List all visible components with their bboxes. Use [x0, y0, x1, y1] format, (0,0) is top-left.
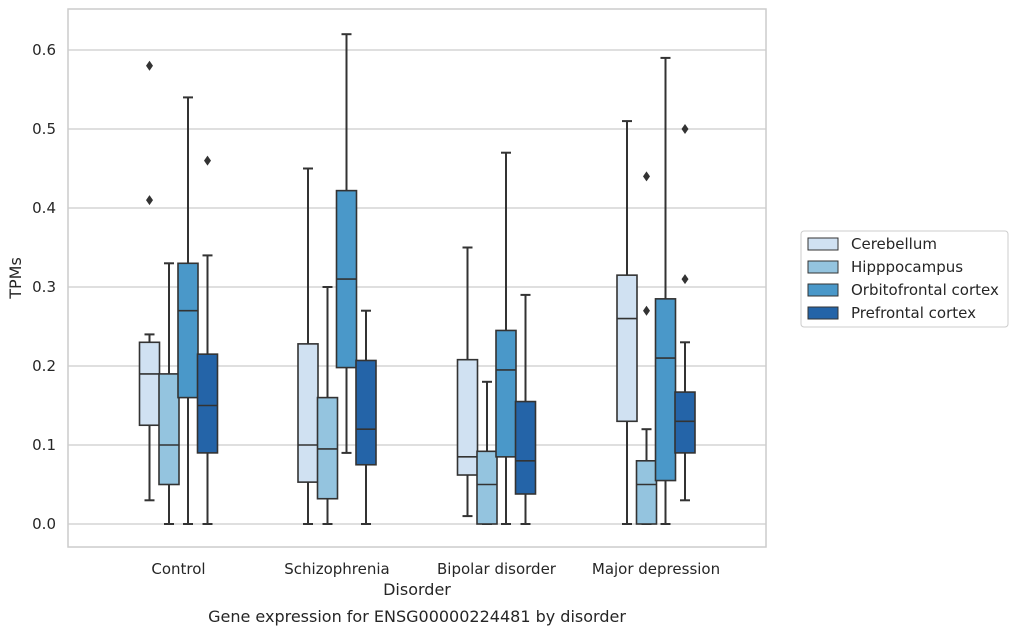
legend-label: Prefrontal cortex: [851, 304, 976, 322]
x-tick-label: Schizophrenia: [284, 560, 389, 578]
box-body: [355, 359, 377, 466]
outlier-point: [681, 124, 689, 134]
box-1-1: [316, 286, 339, 525]
legend-item: Hipppocampus: [807, 258, 963, 276]
y-tick-labels: 0.0 0.1 0.2 0.3 0.4 0.5 0.6: [32, 41, 56, 533]
box-body: [456, 358, 479, 476]
x-tick-label: Bipolar disorder: [437, 560, 557, 578]
outlier-point: [681, 274, 689, 285]
box-body: [674, 391, 696, 454]
box-3-2: [514, 293, 537, 525]
outlier-point: [146, 195, 153, 206]
box-body: [635, 459, 658, 525]
box-2-3: [654, 56, 677, 525]
x-axis-label: Disorder: [383, 580, 451, 599]
y-tick-label: 0.4: [32, 199, 56, 217]
y-axis-label: TPMs: [6, 257, 25, 300]
box-body: [654, 298, 677, 482]
box-3-0: [196, 155, 219, 525]
box-body: [616, 274, 638, 423]
box-body: [514, 400, 537, 495]
legend-label: Cerebellum: [851, 235, 937, 253]
legend-item: Cerebellum: [807, 235, 937, 253]
y-tick-label: 0.0: [32, 515, 56, 533]
box-body: [177, 262, 199, 399]
legend: Cerebellum Hipppocampus Orbitofrontal cort…: [800, 230, 1009, 328]
box-1-3: [635, 171, 658, 525]
box-0-0: [138, 60, 161, 502]
legend-swatch: [807, 260, 839, 274]
plot-frame: [67, 8, 767, 548]
box-2-0: [177, 96, 199, 525]
y-tick-label: 0.5: [32, 120, 56, 138]
box-2-1: [335, 33, 358, 454]
legend-swatch: [807, 283, 839, 297]
x-tick-label: Major depression: [592, 560, 720, 578]
box-3-3: [674, 124, 696, 502]
box-0-1: [297, 167, 319, 525]
y-tick-label: 0.1: [32, 436, 56, 454]
box-body: [476, 450, 498, 525]
box-0-3: [616, 120, 638, 525]
box-1-2: [476, 380, 498, 525]
box-2-2: [495, 151, 517, 525]
boxes: [138, 33, 696, 525]
box-body: [138, 341, 161, 427]
outlier-point: [643, 171, 650, 182]
y-tick-label: 0.2: [32, 357, 56, 375]
outlier-point: [204, 155, 211, 166]
legend-item: Orbitofrontal cortex: [807, 281, 999, 299]
box-body: [196, 353, 219, 454]
legend-label: Hipppocampus: [851, 258, 963, 276]
legend-swatch: [807, 306, 839, 320]
legend-swatch: [807, 237, 839, 251]
box-1-0: [158, 262, 180, 525]
box-0-2: [456, 246, 479, 518]
chart-caption: Gene expression for ENSG00000224481 by d…: [208, 607, 626, 626]
x-tick-label: Control: [151, 560, 205, 578]
legend-item: Prefrontal cortex: [807, 304, 976, 322]
y-tick-label: 0.6: [32, 41, 56, 59]
outlier-point: [643, 305, 650, 316]
x-tick-labels: Control Schizophrenia Bipolar disorder Majo…: [151, 560, 720, 578]
legend-label: Orbitofrontal cortex: [851, 281, 999, 299]
outlier-point: [146, 60, 153, 71]
box-body: [297, 343, 319, 483]
box-body: [158, 373, 180, 486]
y-tick-label: 0.3: [32, 278, 56, 296]
box-3-1: [355, 309, 377, 525]
box-body: [495, 329, 517, 458]
legend-frame: [800, 230, 1009, 328]
